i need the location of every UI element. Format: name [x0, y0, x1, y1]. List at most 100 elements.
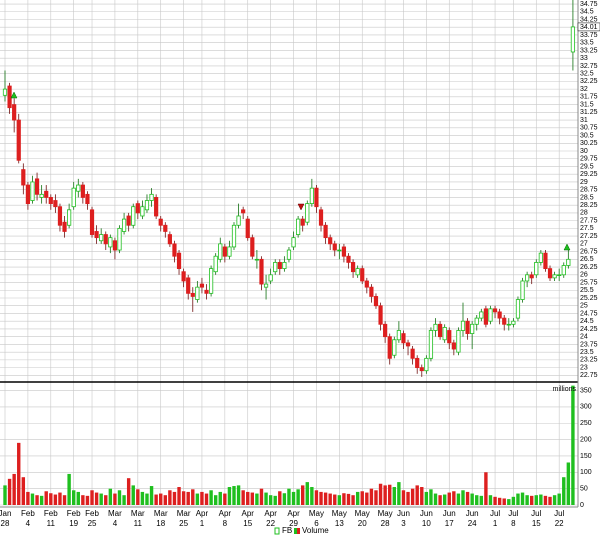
- candle-body: [332, 243, 337, 251]
- volume-bar: [346, 493, 351, 505]
- candle-body: [396, 330, 401, 341]
- candle-body: [190, 292, 195, 297]
- candle-body: [7, 85, 12, 109]
- x-tick-month: Apr: [242, 509, 255, 518]
- volume-bar: [378, 483, 383, 505]
- y-tick-label: 26.5: [580, 256, 594, 263]
- volume-bar: [296, 489, 300, 505]
- candle-body: [126, 215, 131, 226]
- candle-body: [25, 184, 31, 205]
- volume-bar: [53, 494, 58, 505]
- volume-bar: [319, 491, 323, 505]
- y-tick-label: 31: [580, 117, 588, 124]
- volume-bar: [62, 495, 67, 505]
- candle-body: [44, 190, 49, 198]
- y-tick-label: 27.75: [580, 217, 598, 224]
- candle-body: [355, 268, 360, 276]
- y-tick-label: 33.75: [580, 32, 598, 39]
- candle-body: [245, 218, 250, 239]
- volume-bar: [7, 478, 12, 505]
- x-tick-month: May: [355, 509, 370, 518]
- candle-body: [2, 88, 8, 96]
- last-price-box: [577, 22, 600, 32]
- candle-body: [314, 187, 319, 208]
- y-tick-label: 28: [580, 210, 588, 217]
- legend-icon: [297, 528, 300, 534]
- volume-bar: [21, 477, 26, 505]
- x-tick-day: 10: [422, 519, 431, 528]
- volume-bar: [159, 493, 163, 505]
- volume-bar: [172, 491, 177, 505]
- volume-bar: [543, 495, 548, 505]
- y-tick-label: 30: [580, 148, 588, 155]
- volume-bar: [351, 495, 355, 505]
- x-tick-day: 25: [179, 519, 188, 528]
- x-tick-month: Jun: [466, 509, 479, 518]
- volume-bar: [273, 495, 277, 505]
- volume-bar: [388, 484, 392, 505]
- x-tick-month: Apr: [264, 509, 277, 518]
- candle-body: [369, 286, 374, 297]
- x-tick-day: 15: [243, 519, 252, 528]
- candle-body: [570, 26, 576, 53]
- x-tick-day: 18: [156, 519, 165, 528]
- y-tick-label: 33.5: [580, 40, 594, 47]
- y-tick-label: 28.75: [580, 187, 598, 194]
- volume-bar: [438, 495, 442, 505]
- volume-tick-label: 0: [580, 502, 584, 509]
- x-tick-day: 17: [445, 519, 454, 528]
- y-tick-label: 32.25: [580, 78, 598, 85]
- candle-body: [80, 184, 85, 198]
- candle-body: [309, 187, 314, 205]
- legend-icon: [294, 528, 297, 534]
- volume-bar: [35, 495, 39, 505]
- volume-bar: [191, 489, 195, 505]
- x-tick-day: 11: [134, 519, 143, 528]
- volume-bar: [44, 491, 48, 505]
- candle-body: [437, 323, 443, 338]
- candle-body: [172, 243, 177, 257]
- volume-tick-label: 350: [580, 387, 592, 394]
- candle-body: [305, 203, 310, 223]
- volume-bar: [104, 495, 108, 505]
- candle-body: [131, 206, 136, 226]
- signal-marker: [297, 203, 305, 211]
- y-tick-label: 26.25: [580, 264, 598, 271]
- candle-body: [442, 326, 447, 341]
- volume-bar: [181, 491, 186, 505]
- volume-bar: [488, 495, 493, 505]
- volume-bar: [255, 493, 259, 505]
- x-tick-day: 6: [314, 519, 319, 528]
- candle-body: [94, 231, 99, 239]
- volume-bar: [360, 491, 364, 505]
- candle-body: [401, 333, 406, 344]
- candle-body: [89, 209, 95, 235]
- y-tick-label: 27: [580, 241, 588, 248]
- volume-bar: [122, 495, 126, 505]
- x-tick-month: Jul: [490, 509, 500, 518]
- x-tick-day: 3: [401, 519, 406, 528]
- candle-body: [140, 206, 145, 217]
- x-tick-day: 22: [266, 519, 275, 528]
- y-tick-label: 30.75: [580, 125, 598, 132]
- volume-bar: [511, 496, 516, 505]
- candle-body: [30, 181, 35, 201]
- volume-bar: [539, 494, 543, 505]
- y-tick-label: 23.75: [580, 341, 598, 348]
- volume-bar: [131, 485, 135, 505]
- x-tick-day: 13: [335, 519, 344, 528]
- volume-bar: [149, 486, 154, 505]
- x-tick-day: 19: [69, 519, 78, 528]
- candle-body: [149, 193, 154, 201]
- volume-bar: [497, 497, 502, 505]
- candle-body: [254, 258, 259, 261]
- candle-body: [213, 255, 218, 273]
- volume-bar: [562, 477, 566, 505]
- candle-body: [520, 280, 525, 300]
- volume-bar: [323, 492, 328, 505]
- x-tick-month: Jan: [0, 509, 11, 518]
- y-tick-label: 25: [580, 303, 588, 310]
- volume-bar: [470, 493, 474, 505]
- volume-bar: [264, 492, 268, 505]
- y-tick-label: 26.75: [580, 248, 598, 255]
